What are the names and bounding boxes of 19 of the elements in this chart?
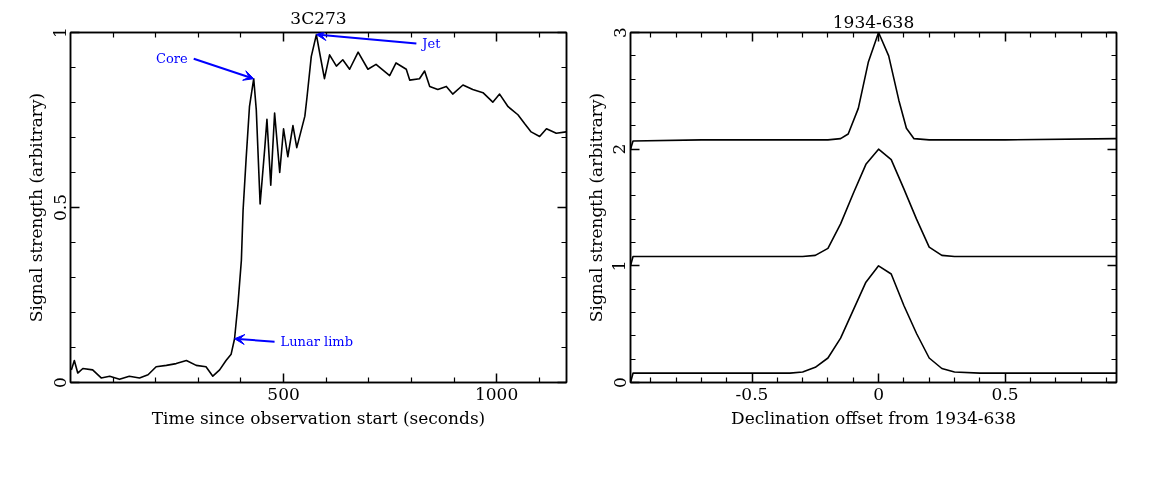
chart-title: 1934-638 bbox=[832, 11, 915, 32]
y-tick-label: 1 bbox=[49, 27, 70, 38]
annotation: Core bbox=[156, 51, 189, 67]
y-axis-title: Signal strength (arbitrary) bbox=[585, 92, 606, 323]
x-axis-title: Declination offset from 1934-638 bbox=[731, 407, 1016, 428]
y-tick-label: 0.5 bbox=[49, 193, 70, 222]
x-tick-label: -0.5 bbox=[735, 383, 769, 404]
annotation: Jet bbox=[420, 36, 442, 52]
x-tick-label: 500 bbox=[267, 383, 300, 404]
y-tick-label: 2 bbox=[609, 143, 630, 155]
chart-title: 3C273 bbox=[290, 7, 347, 28]
x-tick-label: 0 bbox=[873, 383, 884, 404]
annotation: Lunar limb bbox=[280, 334, 354, 350]
x-tick-label: 0.5 bbox=[991, 383, 1019, 404]
x-axis-title: Time since observation start (seconds) bbox=[151, 407, 486, 428]
y-tick-label: 3 bbox=[609, 27, 630, 38]
x-tick-label: 1000 bbox=[474, 383, 519, 404]
y-tick-label: 1 bbox=[609, 260, 630, 272]
y-axis-title: Signal strength (arbitrary) bbox=[25, 92, 46, 323]
